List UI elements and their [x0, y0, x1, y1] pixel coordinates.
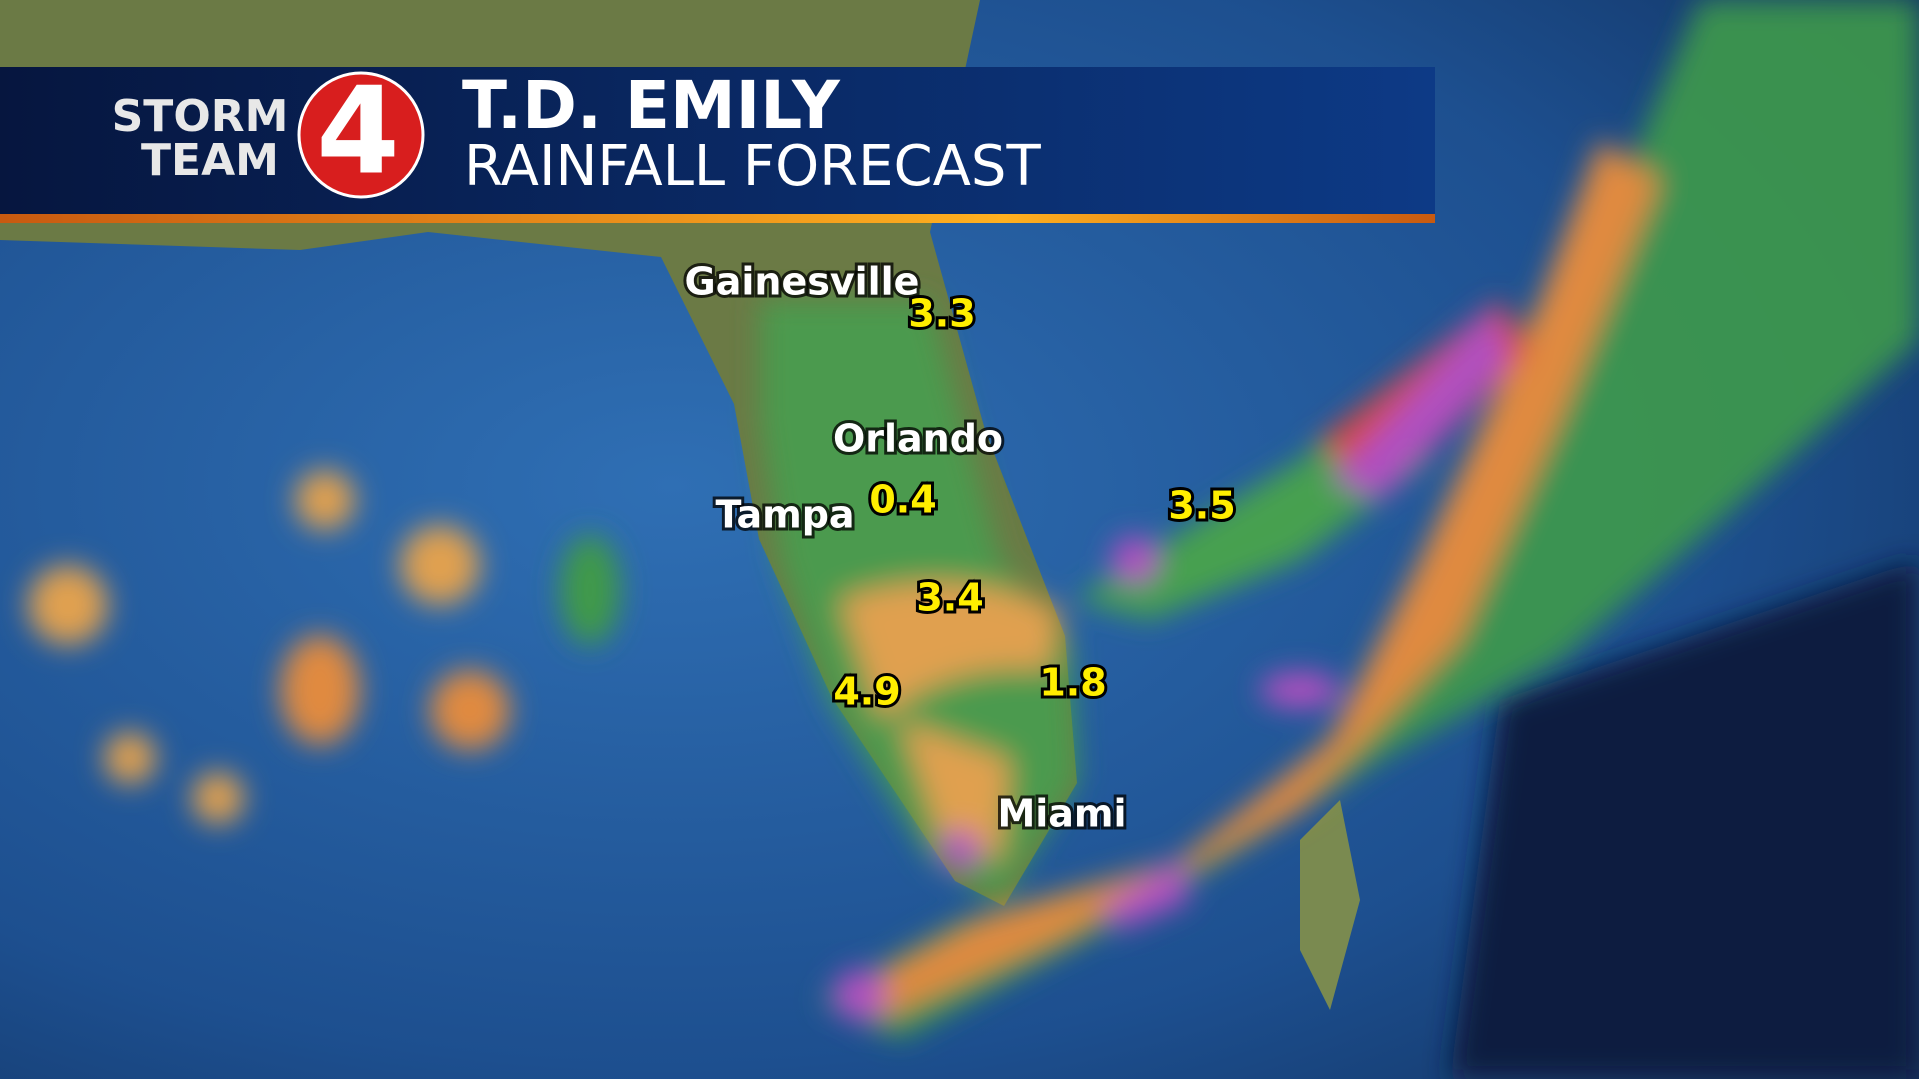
rainfall-total: 3.4 — [916, 576, 983, 620]
brand-line: STORM — [112, 91, 289, 142]
land — [0, 0, 1077, 906]
city-label: Gainesville — [685, 260, 920, 304]
brand-line: TEAM — [141, 135, 279, 186]
logo-number: 4 — [316, 63, 400, 202]
deep-water — [1450, 560, 1919, 1079]
logo-circle — [297, 71, 425, 199]
rainfall-total: 4.9 — [833, 670, 900, 714]
city-label: Tampa — [715, 493, 854, 537]
rainfall-total: 3.5 — [1168, 484, 1235, 528]
city-label: Orlando — [833, 417, 1003, 461]
header-bar — [0, 67, 1435, 217]
subtitle: RAINFALL FORECAST — [464, 134, 1041, 199]
city-label: Miami — [997, 792, 1126, 836]
rain-field — [28, 0, 1919, 1040]
rainfall-total: 1.8 — [1039, 661, 1106, 705]
rainfall-total: 3.3 — [908, 292, 975, 336]
header-stripe — [0, 214, 1435, 223]
title: T.D. EMILY — [462, 67, 841, 144]
labels: Gainesville Orlando Tampa Miami 3.3 0.4 3.4 4.9… — [682, 257, 1239, 839]
rainfall-total: 0.4 — [869, 478, 936, 522]
header: STORM TEAM 4 T.D. EMILY RAINFALL FORECAS… — [0, 63, 1435, 223]
island — [1300, 800, 1360, 1010]
